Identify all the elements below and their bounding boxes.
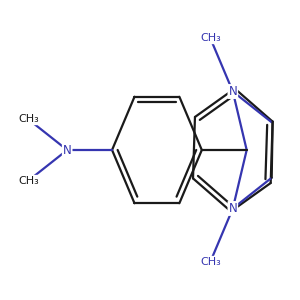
Text: CH₃: CH₃ — [200, 257, 221, 267]
Text: N: N — [228, 202, 237, 215]
Text: N: N — [228, 85, 237, 98]
Text: CH₃: CH₃ — [18, 114, 39, 124]
Text: CH₃: CH₃ — [18, 176, 39, 186]
Text: CH₃: CH₃ — [200, 33, 221, 43]
Text: N: N — [63, 143, 72, 157]
